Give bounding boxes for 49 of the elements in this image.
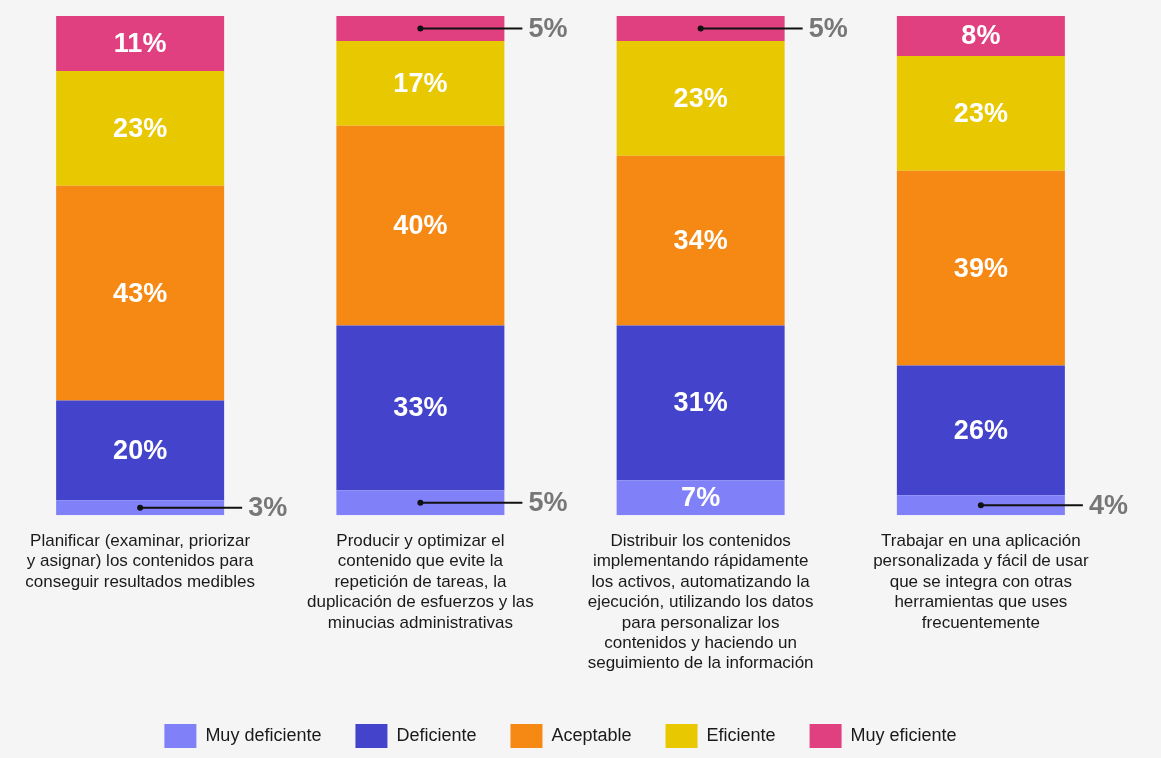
- bar: [616, 155, 785, 326]
- data-label: 43%: [113, 277, 168, 308]
- data-label: 7%: [681, 482, 721, 513]
- data-label: 39%: [953, 252, 1008, 283]
- data-label: 17%: [393, 67, 448, 98]
- data-label: 5%: [528, 487, 568, 518]
- data-label: 33%: [393, 392, 448, 423]
- data-label: 40%: [393, 210, 448, 241]
- x-tick-label: Distribuir los contenidos implementando rápidamente los activos, automatizando la ejecución, utilizando los datos para personalizar los contenidos y haciendo un seguimiento de la información: [587, 531, 814, 673]
- bar: [616, 16, 785, 41]
- bar: [896, 55, 1065, 171]
- x-tick-label: Trabajar en una aplicación personalizada y fácil de usar que se integra con otras herramientas que uses frecuentemente: [873, 531, 1089, 632]
- data-label: 5%: [528, 12, 568, 43]
- bar: [896, 365, 1065, 496]
- data-label: 3%: [248, 492, 288, 523]
- bar: [56, 500, 225, 516]
- legend-label: Muy deficiente: [205, 724, 322, 745]
- bar: [336, 490, 505, 516]
- bar: [56, 16, 225, 71]
- bar: [896, 495, 1065, 516]
- legend-label: Muy eficiente: [850, 724, 957, 745]
- bar: [336, 125, 505, 326]
- legend-label: Aceptable: [551, 724, 632, 745]
- bar: [616, 325, 785, 481]
- data-label: 23%: [953, 97, 1008, 128]
- bar: [56, 70, 225, 186]
- data-label: 23%: [113, 112, 168, 143]
- legend-label: Deficiente: [396, 724, 477, 745]
- bar: [336, 325, 505, 491]
- data-label: 23%: [673, 82, 728, 113]
- data-label: 4%: [1088, 489, 1128, 520]
- data-label: 20%: [113, 434, 168, 465]
- data-label: 26%: [953, 414, 1008, 445]
- data-label: 34%: [673, 225, 728, 256]
- bar: [336, 16, 505, 41]
- bar: [336, 40, 505, 126]
- bar: [896, 170, 1065, 366]
- bar: [56, 400, 225, 501]
- bar: [896, 16, 1065, 56]
- data-label: 31%: [673, 387, 728, 418]
- bar: [616, 480, 785, 516]
- x-tick-label: Producir y optimizar el contenido que evite la repetición de tareas, la duplicación de esfuerzos y las minucias administrativas: [306, 531, 534, 632]
- bar: [616, 40, 785, 156]
- data-label: 11%: [113, 27, 167, 58]
- legend-label: Eficiente: [706, 724, 776, 745]
- data-label: 5%: [808, 12, 848, 43]
- x-tick-label: Planificar (examinar, priorizar y asignar) los contenidos para conseguir resultados medibles: [25, 531, 255, 591]
- bar: [56, 185, 225, 401]
- data-label: 8%: [961, 20, 1001, 51]
